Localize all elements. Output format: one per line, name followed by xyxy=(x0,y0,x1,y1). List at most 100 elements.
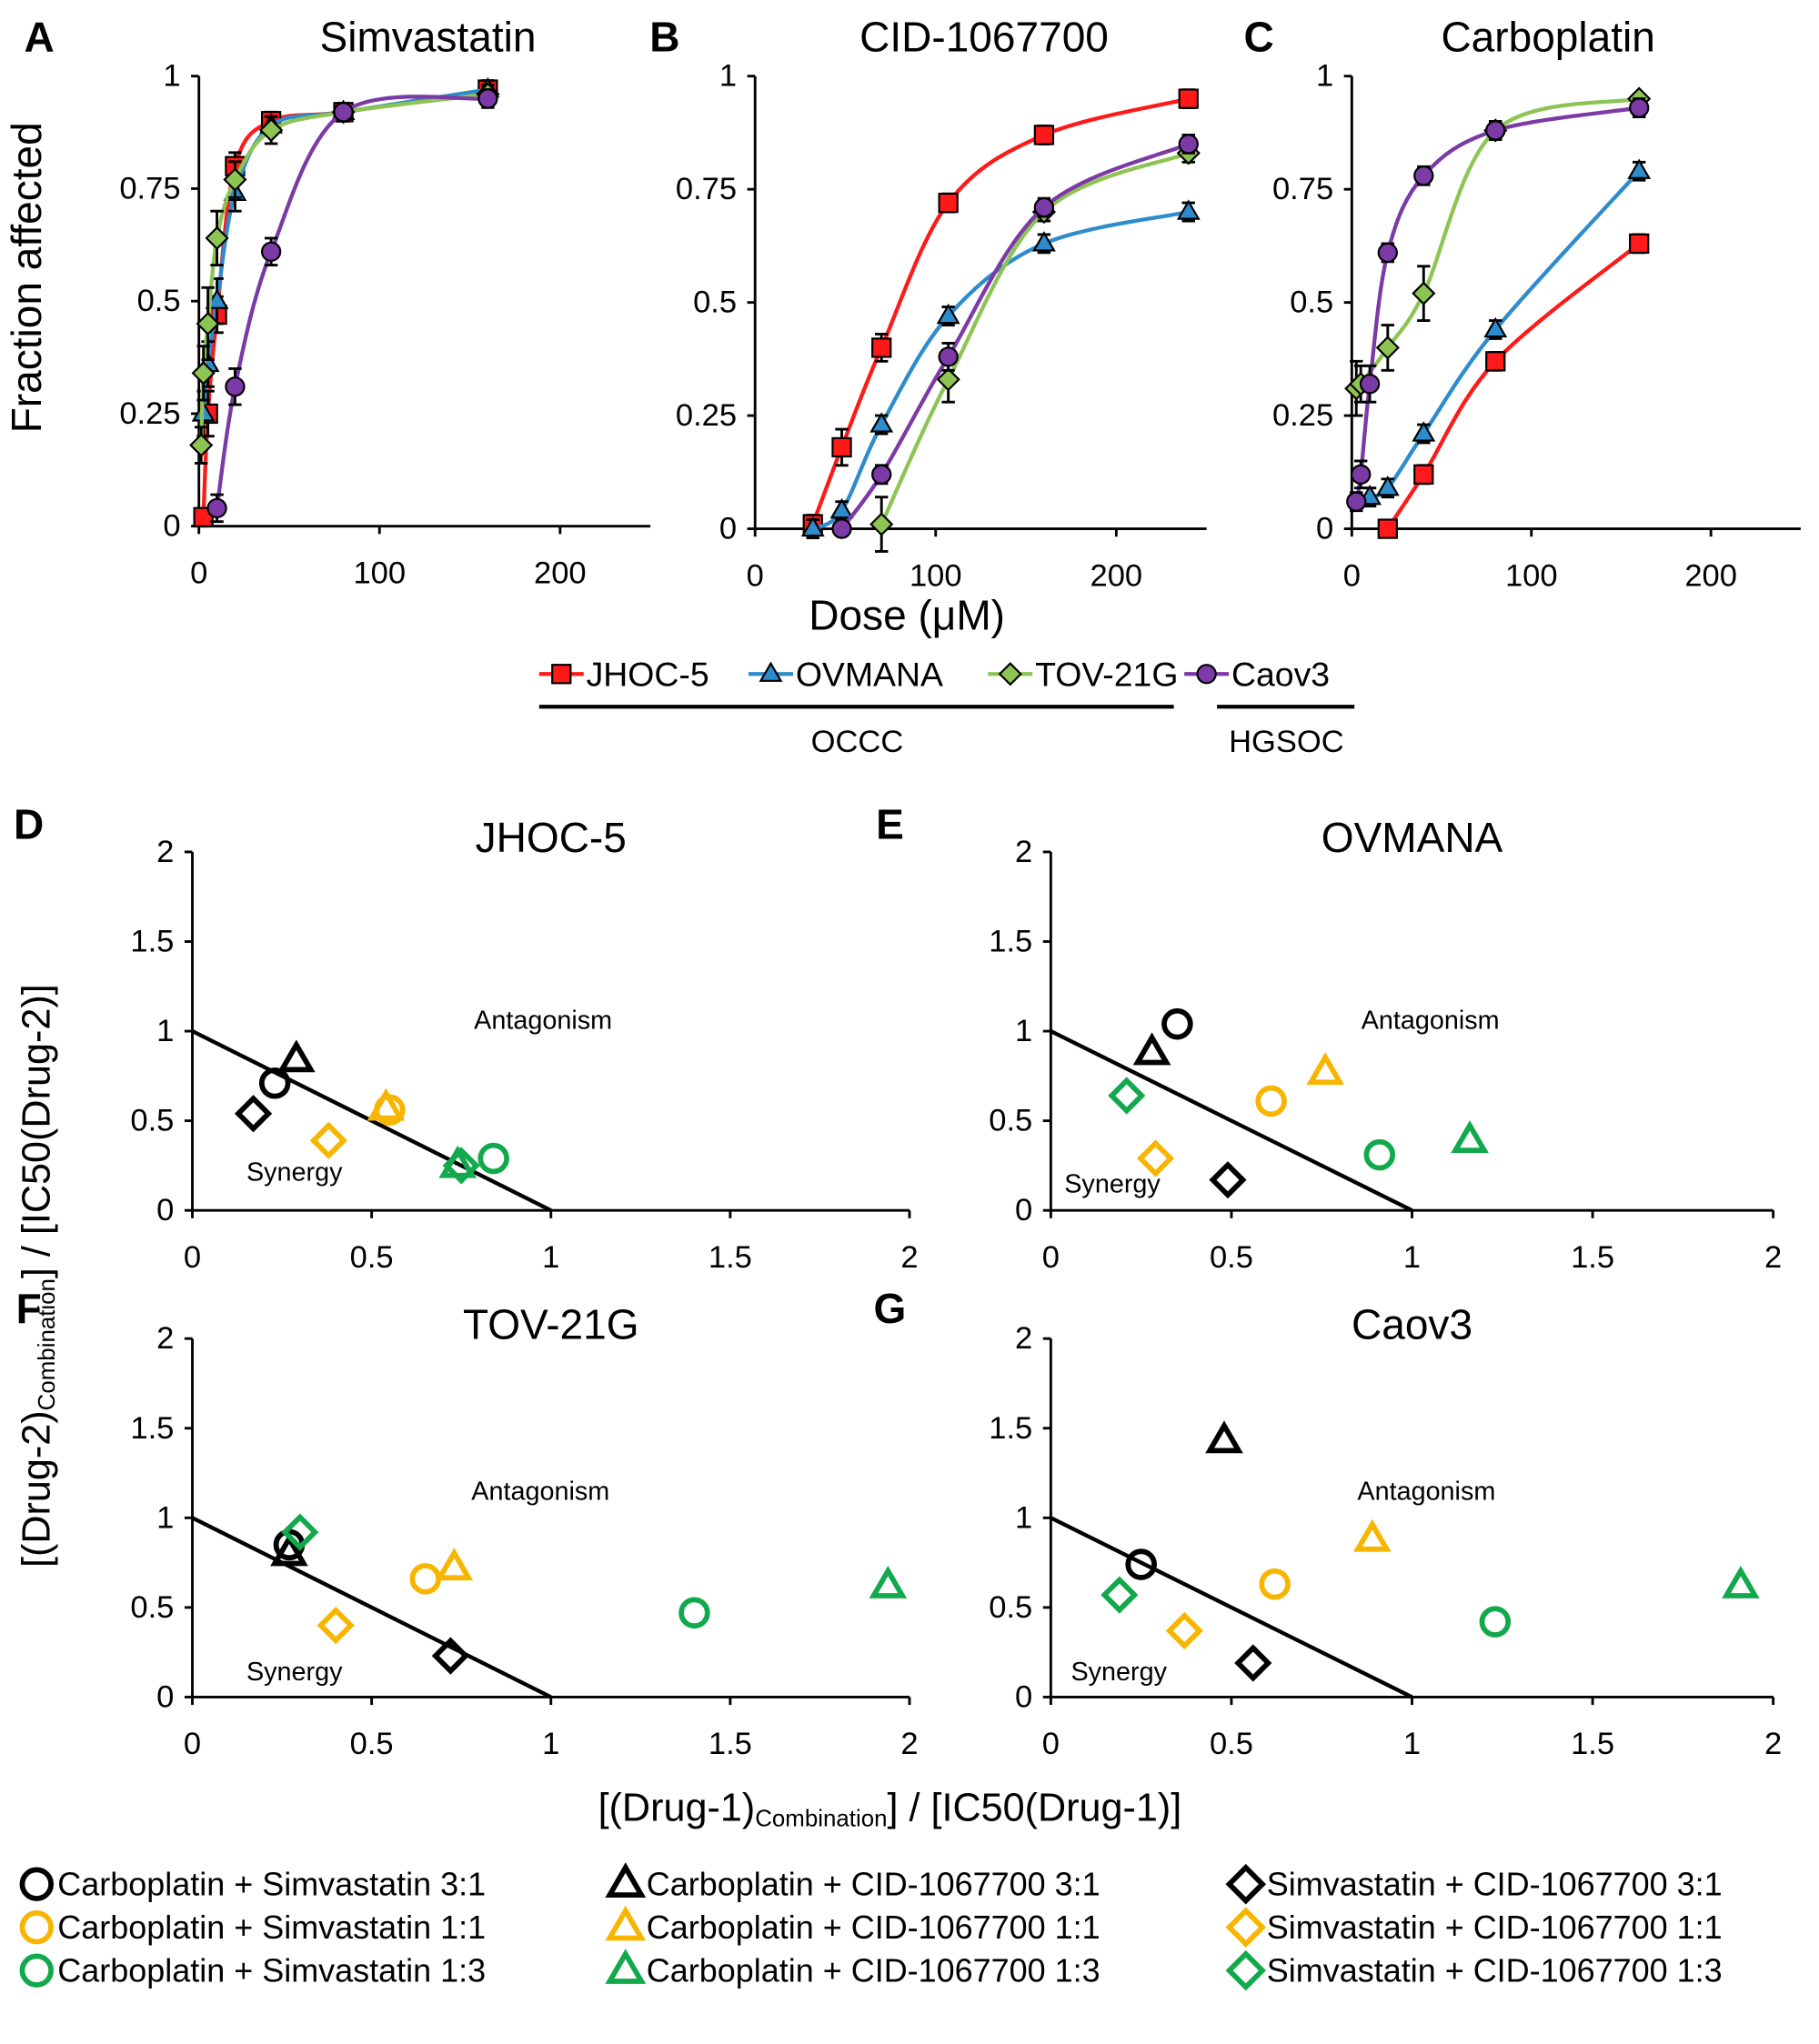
y-tick-label: 0.5 xyxy=(693,286,737,320)
x-tick-label: 1 xyxy=(1403,1727,1421,1761)
legend-marker xyxy=(19,1867,54,1901)
x-tick-label: 1 xyxy=(542,1240,559,1275)
y-tick-label: 0.5 xyxy=(130,1104,174,1138)
data-point xyxy=(1136,1139,1175,1177)
data-point xyxy=(1209,1161,1247,1199)
legend-marker xyxy=(19,1909,54,1945)
y-tick-label: 0.5 xyxy=(1290,286,1333,320)
x-tick-label: 100 xyxy=(910,558,962,593)
legend-marker xyxy=(1196,664,1217,685)
data-point xyxy=(435,1548,474,1581)
additivity-line xyxy=(1050,1516,1413,1699)
y-tick-label: 0 xyxy=(1316,512,1333,546)
x-tick-label: 0.5 xyxy=(1210,1727,1253,1761)
legend-group-label: OCCC xyxy=(811,725,904,759)
y-tick-label: 0 xyxy=(163,509,180,544)
data-point xyxy=(223,167,247,192)
data-point xyxy=(259,117,284,143)
y-tick-label: 1 xyxy=(1316,59,1333,94)
data-point xyxy=(234,1095,273,1133)
data-point xyxy=(281,1513,319,1551)
y-tick-label: 0.25 xyxy=(676,398,737,433)
legend-label: Carboplatin + CID-1067700 1:3 xyxy=(647,1952,1100,1989)
data-point xyxy=(678,1597,710,1629)
y-tick-label: 0.5 xyxy=(989,1104,1032,1138)
x-tick-label: 2 xyxy=(900,1727,918,1761)
data-point xyxy=(1176,199,1201,220)
annotation: Synergy xyxy=(1064,1169,1161,1198)
data-point xyxy=(1413,165,1434,186)
legend-label: Carboplatin + Simvastatin 1:3 xyxy=(57,1952,486,1989)
legend-marker xyxy=(19,1953,54,1988)
data-point xyxy=(442,1147,480,1185)
data-point xyxy=(1346,491,1367,512)
legend-label: JHOC-5 xyxy=(587,655,709,693)
data-point xyxy=(409,1563,442,1595)
panel-letter: F xyxy=(16,1285,42,1332)
data-point xyxy=(367,1087,406,1121)
data-point xyxy=(196,311,220,336)
series-line xyxy=(879,151,1190,526)
data-point xyxy=(1627,158,1652,179)
data-point xyxy=(317,1606,355,1645)
data-point xyxy=(309,1121,347,1159)
x-tick-label: 200 xyxy=(534,556,587,590)
chart-title: Caov3 xyxy=(1352,1300,1472,1348)
annotation: Antagonism xyxy=(474,1007,612,1036)
additivity-line xyxy=(191,1516,552,1699)
data-point xyxy=(260,241,282,262)
legend-label: Carboplatin + CID-1067700 3:1 xyxy=(647,1866,1100,1903)
data-point xyxy=(829,497,854,519)
y-tick-label: 2 xyxy=(156,1321,174,1356)
data-point xyxy=(1451,1120,1489,1153)
y-tick-label: 0.75 xyxy=(1272,172,1333,206)
y-tick-label: 1.5 xyxy=(989,1411,1032,1446)
data-point xyxy=(1178,88,1199,109)
data-point xyxy=(1375,476,1400,496)
panel-letter: C xyxy=(1244,14,1274,61)
data-point xyxy=(1234,1644,1272,1682)
label-subscript: Combination xyxy=(755,1806,887,1831)
data-point xyxy=(1377,242,1398,264)
data-point xyxy=(1483,316,1508,338)
data-point xyxy=(1033,125,1055,145)
y-tick-label: 0.75 xyxy=(119,171,180,205)
x-tick-label: 100 xyxy=(1505,558,1558,593)
data-point xyxy=(831,518,852,539)
chart-title: OVMANA xyxy=(1322,814,1503,861)
data-point xyxy=(189,433,214,457)
x-axis-label: Dose (μM) xyxy=(809,592,1005,639)
label-part: ] / [IC50(Drug-2)] xyxy=(15,984,58,1278)
series-line xyxy=(839,142,1190,530)
chart-title: TOV-21G xyxy=(463,1300,639,1348)
x-tick-label: 1 xyxy=(542,1727,559,1761)
x-axis-label: [(Drug-1)Combination] / [IC50(Drug-1)] xyxy=(598,1787,1182,1832)
label-part: [(Drug-2) xyxy=(15,1410,58,1568)
data-point xyxy=(1125,1548,1157,1580)
y-tick-label: 1 xyxy=(156,1500,174,1535)
data-point xyxy=(1178,134,1199,155)
y-tick-label: 1.5 xyxy=(130,1411,174,1446)
annotation: Antagonism xyxy=(1362,1007,1500,1036)
panel-letter: A xyxy=(25,14,55,61)
data-point xyxy=(277,1039,316,1073)
y-tick-label: 1 xyxy=(163,59,180,94)
annotation: Synergy xyxy=(1070,1658,1167,1687)
y-tick-label: 0 xyxy=(719,512,737,546)
series-line xyxy=(1354,96,1640,391)
legend-label: Carboplatin + Simvastatin 3:1 xyxy=(57,1866,486,1903)
legend-marker xyxy=(1225,1907,1267,1948)
data-point xyxy=(1363,1138,1396,1171)
legend-marker xyxy=(1225,1863,1267,1905)
data-point xyxy=(1306,1052,1345,1086)
data-point xyxy=(477,88,498,109)
x-tick-label: 1 xyxy=(1403,1240,1421,1275)
y-tick-label: 1.5 xyxy=(130,925,174,959)
legend-marker xyxy=(998,662,1022,686)
x-tick-label: 100 xyxy=(353,556,406,590)
additivity-line xyxy=(191,1029,552,1213)
data-point xyxy=(205,225,229,251)
data-point xyxy=(1485,120,1506,141)
chart-title: Simvastatin xyxy=(320,14,537,61)
data-point xyxy=(1359,374,1381,395)
